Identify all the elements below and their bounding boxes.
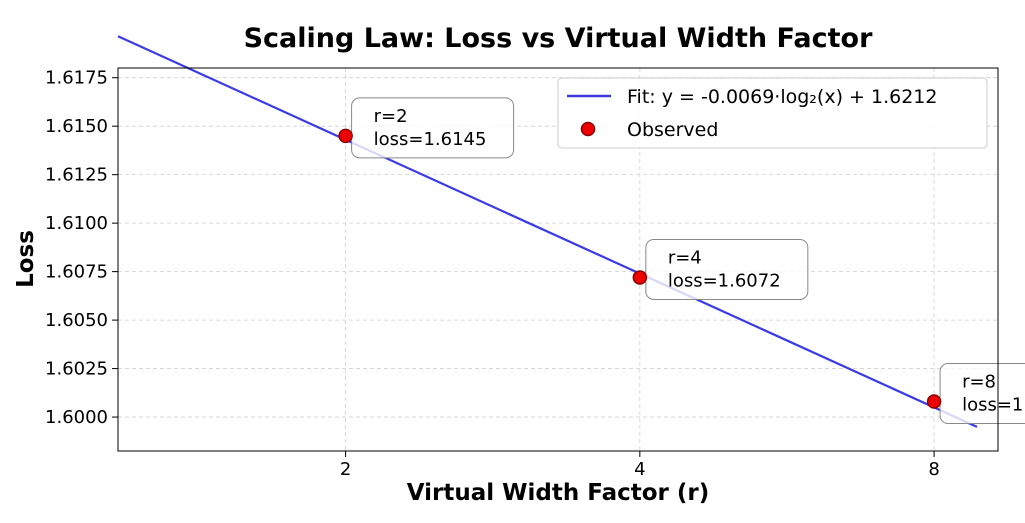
observed-point — [338, 128, 353, 144]
y-tick-label: 1.6075 — [45, 262, 108, 283]
annotation-box — [645, 238, 809, 300]
legend-box — [557, 77, 988, 149]
x-axis: 2 4 8 — [340, 451, 940, 480]
annotation-box — [939, 363, 1025, 425]
legend-observed-label: Observed — [627, 119, 718, 141]
y-axis: 1.6000 1.6025 1.6050 1.6075 1.6100 1.6125 1.61… — [45, 68, 118, 428]
annotation-loss-label: loss=1.6008 — [962, 395, 1025, 416]
y-tick-label: 1.6175 — [45, 68, 108, 89]
observed-point — [632, 270, 648, 285]
legend-observed-marker — [580, 121, 596, 137]
annotation-loss-label: loss=1.6072 — [668, 270, 781, 291]
y-tick-label: 1.6025 — [45, 359, 108, 380]
observed-point — [926, 394, 942, 409]
y-tick-label: 1.6150 — [45, 116, 108, 137]
annotation-r-label: r=8 — [962, 372, 996, 393]
x-axis-label: Virtual Width Factor (r) — [407, 480, 710, 506]
legend-fit-label: Fit: y = -0.0069·log₂(x) + 1.6212 — [627, 86, 937, 108]
y-tick-label: 1.6000 — [45, 407, 108, 428]
y-tick-label: 1.6050 — [45, 310, 108, 331]
legend: Fit: y = -0.0069·log₂(x) + 1.6212 Observ… — [557, 77, 988, 149]
fit-line — [117, 35, 978, 428]
plot-frame — [117, 67, 999, 452]
annotation-loss-label: loss=1.6145 — [374, 129, 487, 150]
y-tick-label: 1.6125 — [45, 165, 108, 186]
x-tick-label: 2 — [340, 459, 351, 480]
chart-title: Scaling Law: Loss vs Virtual Width Facto… — [244, 23, 873, 54]
annotation-box — [351, 97, 515, 159]
annotation-r-label: r=4 — [668, 247, 702, 268]
x-tick-label: 4 — [634, 459, 645, 480]
y-axis-label: Loss — [13, 230, 39, 288]
y-tick-label: 1.6100 — [45, 213, 108, 234]
x-tick-label: 8 — [928, 459, 939, 480]
annotation-r-label: r=2 — [374, 106, 408, 127]
